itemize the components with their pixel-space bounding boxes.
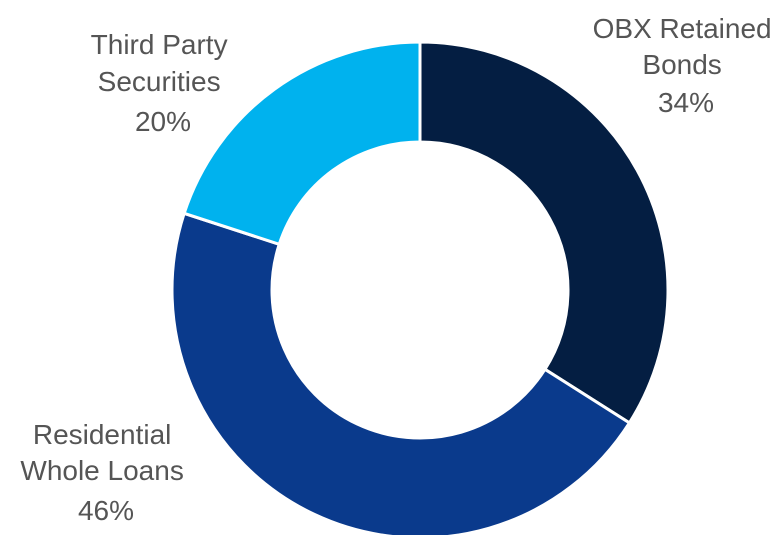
donut-slices [170, 40, 670, 535]
label-third-party-securities: Third Party Securities 20% [91, 29, 236, 137]
slice-obx-retained-bonds [418, 40, 670, 425]
label-obx-retained-bonds: OBX Retained Bonds 34% [593, 13, 780, 118]
slice-third-party-securities [182, 40, 422, 247]
slice-residential-whole-loans [170, 211, 632, 535]
label-residential-whole-loans: Residential Whole Loans 46% [20, 419, 191, 526]
